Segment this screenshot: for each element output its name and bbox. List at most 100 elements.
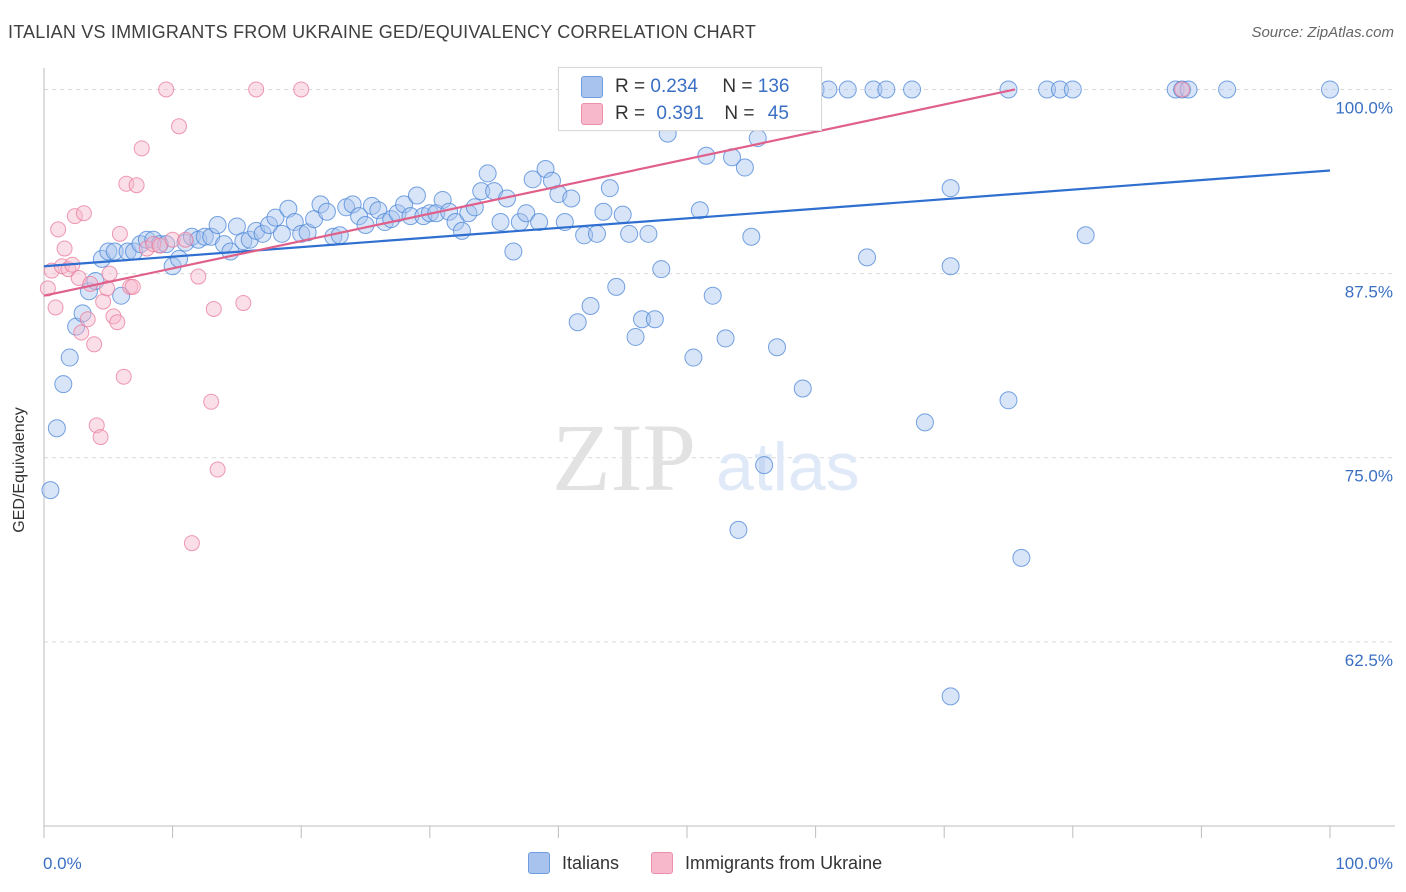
data-point [941, 179, 960, 198]
data-point [145, 236, 162, 253]
legend-r-value: 0.391 [656, 103, 704, 124]
data-point [632, 310, 651, 329]
data-point [101, 265, 118, 282]
data-point [562, 189, 581, 208]
data-point [183, 535, 200, 552]
legend-row-ukraine: R = 0.391 N = 45 [581, 102, 789, 126]
legend-row-italians: R = 0.234 N = 136 [581, 75, 789, 99]
data-point [195, 227, 214, 246]
data-point [716, 329, 735, 348]
legend-r-value: 0.234 [650, 76, 698, 97]
data-point [209, 461, 226, 478]
data-point [343, 195, 362, 214]
data-point [690, 201, 709, 220]
data-point [903, 80, 922, 99]
data-point [50, 221, 67, 238]
series-legend: Italians Immigrants from Ukraine [528, 852, 914, 874]
x-tick-label: 0.0% [43, 854, 82, 873]
data-point [47, 299, 64, 316]
data-point [729, 520, 748, 539]
series-legend-italians: Italians [528, 852, 619, 874]
data-point [350, 207, 369, 226]
data-point [742, 227, 761, 246]
data-point [858, 248, 877, 267]
data-point [1076, 226, 1095, 245]
data-point [1174, 81, 1191, 98]
chart-source: Source: ZipAtlas.com [1251, 24, 1394, 41]
data-point [1063, 80, 1082, 99]
data-point [1173, 80, 1192, 99]
y-tick-label: 87.5% [1345, 283, 1393, 302]
data-point [999, 391, 1018, 410]
data-point [266, 208, 285, 227]
data-point [285, 213, 304, 232]
data-point [253, 224, 272, 243]
data-point [600, 179, 619, 198]
watermark-atlas: atlas [716, 429, 860, 505]
data-point [465, 198, 484, 217]
data-point [1038, 80, 1057, 99]
data-point [652, 260, 671, 279]
data-point [472, 182, 491, 201]
data-point [356, 215, 375, 234]
data-point [1050, 80, 1069, 99]
data-point [999, 80, 1018, 99]
data-point [41, 481, 60, 500]
y-tick-label: 75.0% [1345, 467, 1393, 486]
data-point [234, 232, 253, 251]
data-point [73, 324, 90, 341]
data-point [613, 205, 632, 224]
data-point [279, 199, 298, 218]
data-point [177, 231, 194, 248]
data-point [1321, 80, 1339, 99]
legend-n-value: 45 [767, 103, 789, 124]
series-label-ukraine: Immigrants from Ukraine [685, 852, 883, 873]
data-point [568, 313, 587, 332]
data-point [395, 195, 414, 214]
data-point [645, 310, 664, 329]
data-point [75, 205, 92, 222]
data-point [86, 336, 103, 353]
data-point [768, 338, 787, 357]
data-point [433, 190, 452, 209]
data-point [1012, 548, 1031, 567]
data-point [133, 140, 150, 157]
series-swatch-italians [528, 852, 550, 874]
data-point [124, 278, 141, 295]
data-point [478, 164, 497, 183]
data-point [755, 456, 774, 475]
legend-n-value: 136 [757, 76, 790, 97]
series-swatch-ukraine [651, 852, 674, 874]
series-ukraine [39, 81, 1191, 552]
data-point [542, 171, 561, 190]
legend-swatch-ukraine [581, 103, 603, 125]
data-point [293, 81, 310, 98]
x-tick-label: 100.0% [1335, 854, 1393, 873]
data-point [446, 213, 465, 232]
data-point [99, 242, 118, 261]
data-point [128, 177, 145, 194]
legend-r-label: R = [615, 103, 651, 124]
data-point [915, 413, 934, 432]
data-point [1166, 80, 1185, 99]
data-point [260, 215, 279, 234]
data-point [56, 240, 73, 257]
data-point [248, 81, 265, 98]
data-point [298, 223, 317, 242]
data-point [158, 81, 175, 98]
data-point [66, 208, 83, 225]
data-point [684, 348, 703, 367]
data-point [311, 195, 330, 214]
legend-n-label: N = [722, 76, 758, 97]
data-point [205, 300, 222, 317]
data-point [203, 393, 220, 410]
data-point [639, 224, 658, 243]
data-point [941, 687, 960, 706]
chart-title: ITALIAN VS IMMIGRANTS FROM UKRAINE GED/E… [8, 22, 757, 42]
trend-line-ukraine [43, 88, 1016, 297]
data-point [54, 375, 73, 394]
data-point [407, 186, 426, 205]
data-point [369, 201, 388, 220]
data-point [111, 225, 128, 242]
legend-r-label: R = [615, 76, 651, 97]
